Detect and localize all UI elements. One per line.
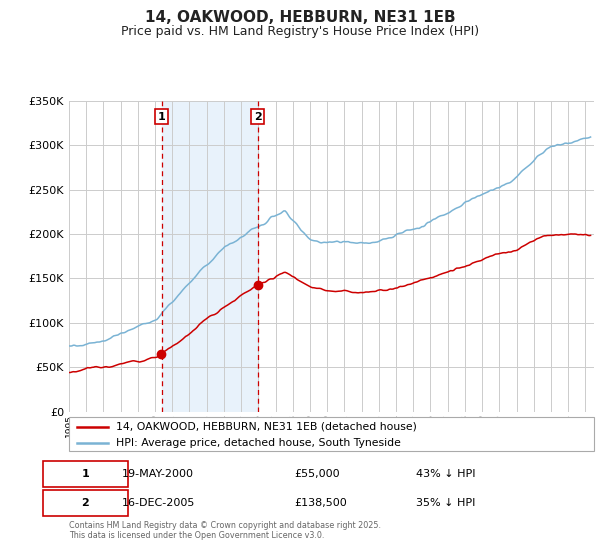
Text: Contains HM Land Registry data © Crown copyright and database right 2025.
This d: Contains HM Land Registry data © Crown c… — [69, 521, 381, 540]
Text: HPI: Average price, detached house, South Tyneside: HPI: Average price, detached house, Sout… — [116, 438, 401, 449]
Text: £55,000: £55,000 — [295, 469, 340, 479]
Bar — [161, 101, 257, 412]
Text: 2: 2 — [254, 111, 262, 122]
Text: 1: 1 — [82, 469, 89, 479]
Text: 19-MAY-2000: 19-MAY-2000 — [121, 469, 193, 479]
FancyBboxPatch shape — [43, 490, 128, 516]
Text: 35% ↓ HPI: 35% ↓ HPI — [415, 498, 475, 508]
Text: 2: 2 — [82, 498, 89, 508]
Text: £138,500: £138,500 — [295, 498, 347, 508]
Text: Price paid vs. HM Land Registry's House Price Index (HPI): Price paid vs. HM Land Registry's House … — [121, 25, 479, 38]
FancyBboxPatch shape — [43, 461, 128, 487]
Text: 14, OAKWOOD, HEBBURN, NE31 1EB (detached house): 14, OAKWOOD, HEBBURN, NE31 1EB (detached… — [116, 422, 417, 432]
Text: 14, OAKWOOD, HEBBURN, NE31 1EB: 14, OAKWOOD, HEBBURN, NE31 1EB — [145, 10, 455, 25]
FancyBboxPatch shape — [69, 417, 594, 451]
Text: 43% ↓ HPI: 43% ↓ HPI — [415, 469, 475, 479]
Text: 16-DEC-2005: 16-DEC-2005 — [121, 498, 195, 508]
Text: 1: 1 — [158, 111, 166, 122]
